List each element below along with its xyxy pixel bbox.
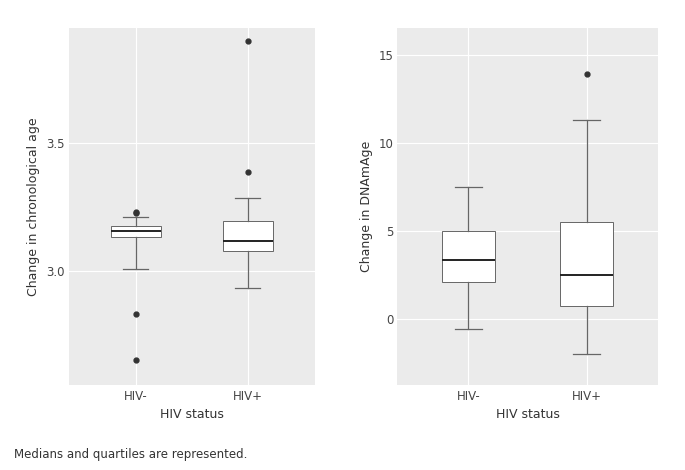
Y-axis label: Change in DNAmAge: Change in DNAmAge bbox=[360, 141, 373, 273]
PathPatch shape bbox=[110, 226, 161, 237]
Y-axis label: Change in chronological age: Change in chronological age bbox=[27, 118, 40, 296]
X-axis label: HIV status: HIV status bbox=[160, 408, 224, 421]
PathPatch shape bbox=[442, 231, 495, 282]
PathPatch shape bbox=[560, 222, 613, 306]
PathPatch shape bbox=[223, 221, 273, 251]
Text: Medians and quartiles are represented.: Medians and quartiles are represented. bbox=[14, 447, 247, 461]
X-axis label: HIV status: HIV status bbox=[495, 408, 560, 421]
